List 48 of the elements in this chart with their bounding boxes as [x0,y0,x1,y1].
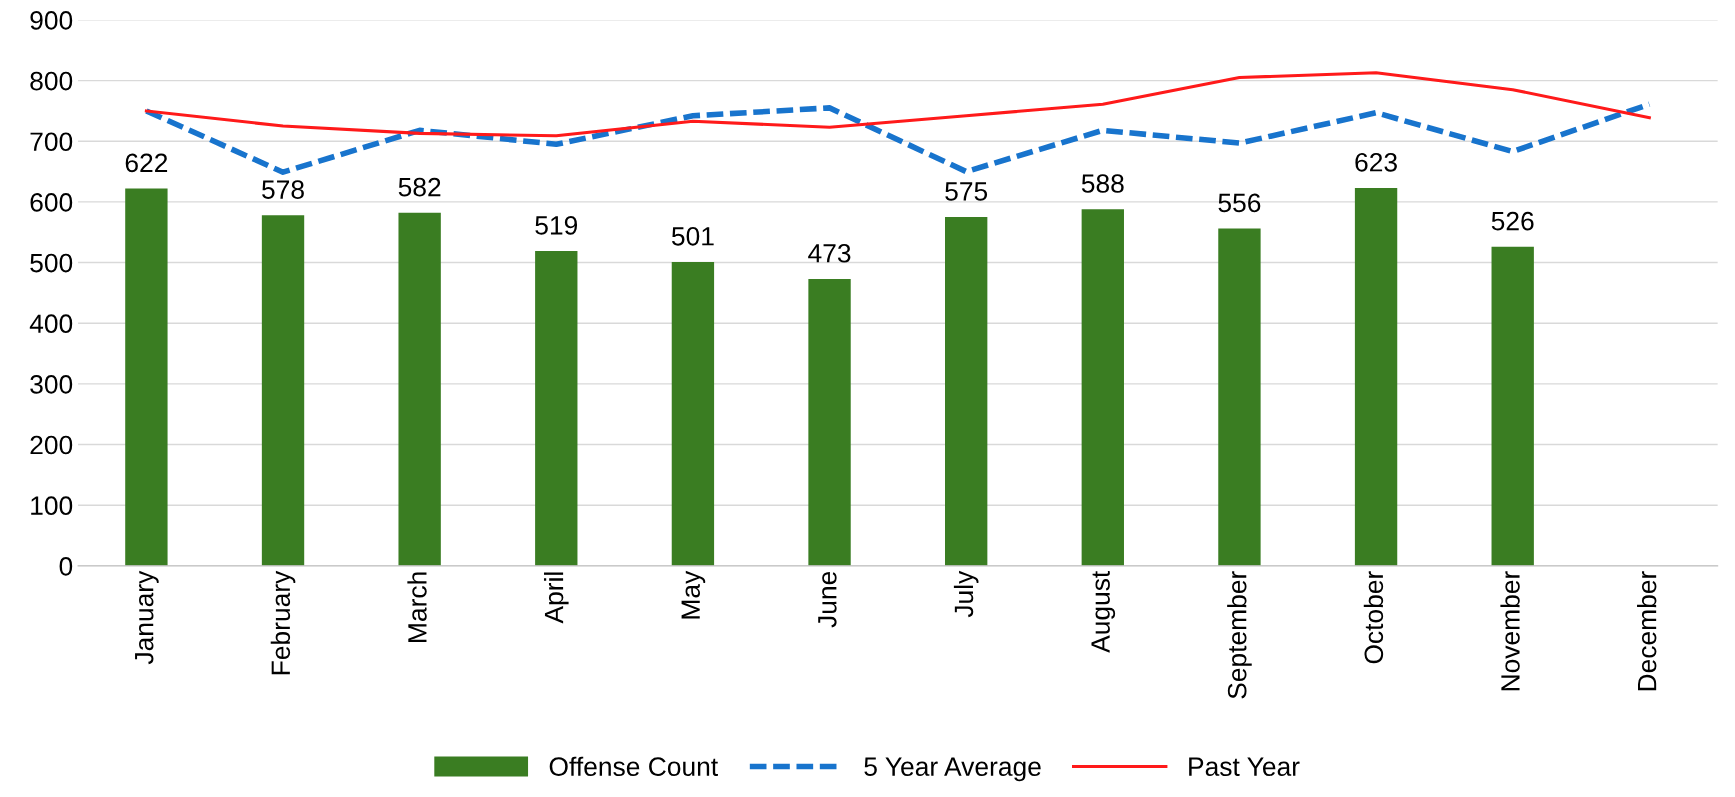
x-tick-label: January [135,570,159,665]
data-label: 526 [1491,211,1534,231]
bar [261,215,305,566]
y-tick-label: 400 [29,314,73,334]
bar [1491,246,1534,566]
y-tick-label: 700 [30,132,73,152]
legend-label: Offense Count [549,756,718,776]
x-tick-label: February [270,570,296,675]
data-label: 501 [671,226,714,246]
data-label: 473 [808,243,851,263]
data-label: 582 [398,177,441,197]
data-label: 588 [1081,174,1124,193]
data-label: 556 [1218,193,1261,213]
legend-label: Past Year [1189,757,1300,776]
y-tick-label: 300 [30,375,73,394]
x-tick-label: April [543,572,569,624]
y-tick-label: 100 [31,496,73,516]
x-tick-label: November [1500,571,1520,691]
bar [125,188,168,566]
x-tick-label: August [1091,570,1116,653]
legend-label: 5 Year Average [864,757,1041,782]
x-tick-label: September [1227,571,1252,699]
y-tick-label: 500 [30,253,73,273]
x-tick-label: May [681,570,706,619]
x-tick-label: July [953,570,979,618]
x-tick-label: December [1637,571,1657,691]
y-tick-label: 600 [30,193,73,212]
bar [1218,228,1261,566]
bar [1354,187,1398,566]
data-label: 578 [262,180,304,199]
bar [671,261,715,566]
bar [398,212,441,566]
line-series [144,71,1651,138]
y-tick-label: 200 [30,435,73,455]
bar [808,278,851,566]
data-label: 622 [125,153,168,173]
y-tick-label: 800 [30,71,73,91]
y-tick-label: 900 [30,11,73,30]
bar [1081,209,1124,566]
y-tick-label: 0 [59,557,73,576]
data-label: 519 [535,216,578,235]
data-label: 575 [945,182,988,201]
data-label: 623 [1355,152,1397,172]
x-tick-label: March [407,572,427,642]
x-tick-label: June [818,571,837,628]
bar [535,251,578,566]
bar [945,217,988,566]
x-tick-label: October [1363,571,1384,664]
